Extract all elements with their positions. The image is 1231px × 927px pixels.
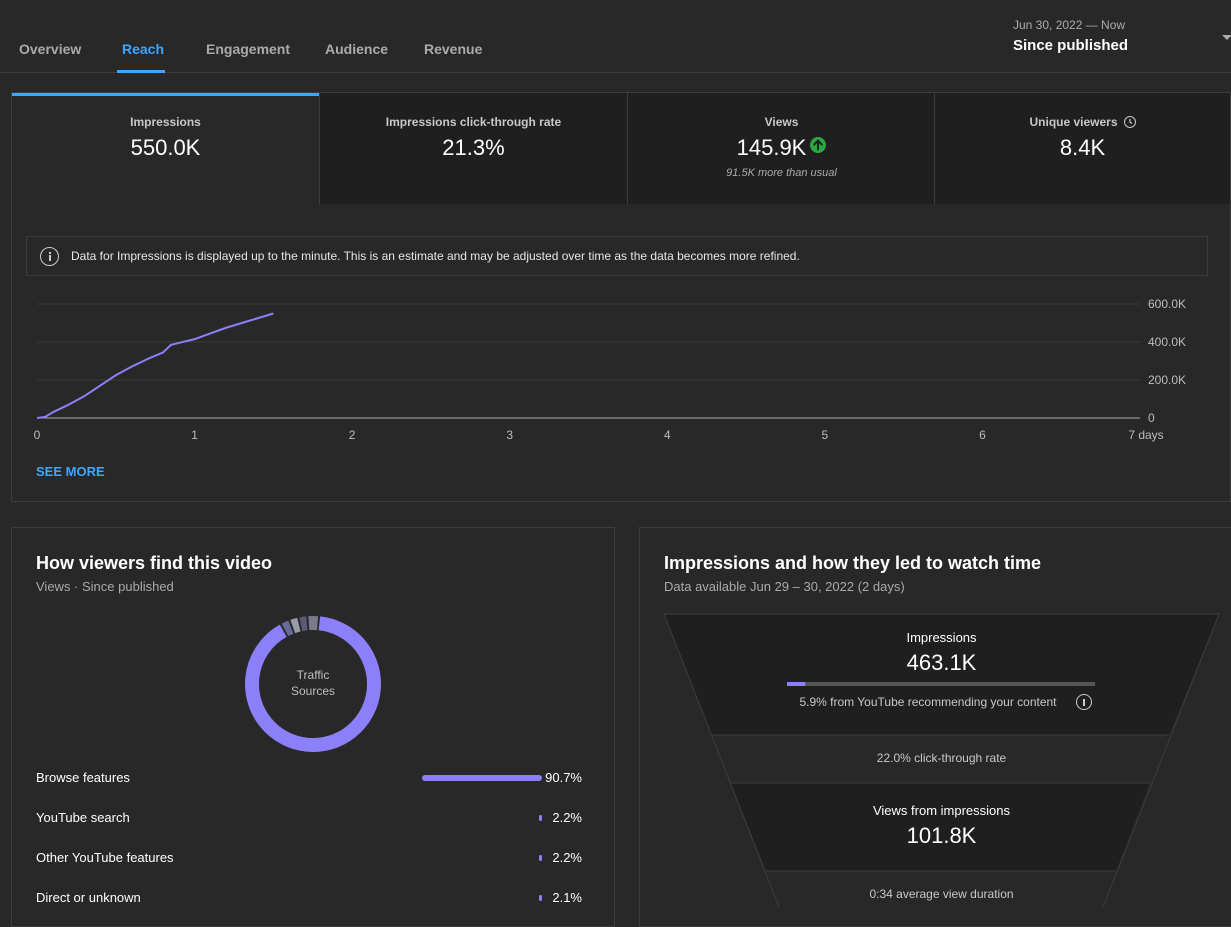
metric-label: Unique viewers: [1029, 115, 1118, 129]
tab-audience[interactable]: Audience: [325, 41, 389, 57]
metric-divider: [934, 93, 935, 204]
impressions-line: [36, 312, 274, 419]
x-tick-label: 4: [664, 428, 671, 442]
active-tab-indicator: [117, 70, 165, 73]
date-range-label: Since published: [1013, 37, 1129, 54]
x-tick-label: 6: [979, 428, 986, 442]
metric-value: 550.0K: [130, 135, 201, 160]
tab-revenue[interactable]: Revenue: [424, 41, 483, 57]
source-percent: 2.2%: [552, 810, 582, 825]
funnel-impressions-value: 463.1K: [906, 650, 977, 675]
metric-impressions[interactable]: Impressions 550.0K: [12, 93, 319, 204]
metric-unique-viewers[interactable]: Unique viewers 8.4K: [935, 93, 1230, 204]
donut-segment[interactable]: [245, 616, 381, 752]
source-name: YouTube search: [36, 810, 130, 825]
source-bar: [422, 775, 542, 781]
metric-divider: [319, 93, 320, 204]
metric-label: Views: [764, 115, 799, 129]
source-name: Browse features: [36, 770, 130, 785]
metric-value: 145.9K: [736, 135, 807, 160]
data-notice: Data for Impressions is displayed up to …: [26, 236, 1208, 276]
reach-overview-card: Impressions 550.0K Impressions click-thr…: [11, 92, 1231, 502]
card-subtitle: Views · Since published: [36, 579, 174, 594]
metric-value-row: 145.9K: [628, 135, 935, 161]
see-more-link[interactable]: SEE MORE: [36, 464, 105, 479]
metric-value: 21.3%: [442, 135, 505, 160]
donut-label-line: Sources: [290, 684, 336, 698]
x-tick-label: 5: [822, 428, 829, 442]
source-bar: [539, 895, 542, 901]
funnel-duration-text: 0:34 average view duration: [869, 887, 1014, 901]
impressions-line-chart: 600.0K 400.0K 200.0K 0 0 1 2 3 4 5 6 7 days: [34, 297, 1186, 442]
funnel-recommend-text: 5.9% from YouTube recommending your cont…: [799, 695, 1057, 709]
clock-icon: [1123, 116, 1136, 128]
traffic-source-row[interactable]: Browse features 90.7%: [36, 770, 586, 790]
x-tick-label: 1: [191, 428, 198, 442]
traffic-source-row[interactable]: Direct or unknown 2.1%: [36, 890, 586, 910]
tab-overview[interactable]: Overview: [19, 41, 82, 57]
metric-label: Impressions: [130, 115, 201, 129]
metric-label: Impressions click-through rate: [385, 115, 562, 129]
traffic-sources-card: How viewers find this video Views · Sinc…: [11, 527, 615, 927]
source-percent: 2.1%: [552, 890, 582, 905]
traffic-source-row[interactable]: Other YouTube features 2.2%: [36, 850, 586, 870]
traffic-sources-donut[interactable]: [238, 609, 388, 759]
date-range-dates: Jun 30, 2022 — Now: [1013, 18, 1126, 32]
source-name: Direct or unknown: [36, 890, 141, 905]
source-bar: [539, 855, 542, 861]
funnel-ctr-text: 22.0% click-through rate: [876, 751, 1007, 765]
source-name: Other YouTube features: [36, 850, 174, 865]
metric-views[interactable]: Views 145.9K 91.5K more than usual: [628, 93, 935, 204]
metric-value: 8.4K: [1059, 135, 1106, 160]
y-tick-label: 200.0K: [1148, 373, 1186, 387]
metric-note: 91.5K more than usual: [726, 167, 837, 179]
impressions-funnel-card: Impressions and how they led to watch ti…: [639, 527, 1231, 927]
info-icon[interactable]: [1076, 694, 1092, 710]
source-percent: 2.2%: [552, 850, 582, 865]
metric-divider: [627, 93, 628, 204]
card-subtitle: Data available Jun 29 – 30, 2022 (2 days…: [664, 579, 905, 594]
y-tick-label: 600.0K: [1148, 297, 1186, 311]
y-tick-label: 0: [1148, 411, 1155, 425]
tab-reach[interactable]: Reach: [122, 41, 165, 57]
y-tick-label: 400.0K: [1148, 335, 1186, 349]
funnel-impressions-label: Impressions: [906, 630, 977, 645]
traffic-source-row[interactable]: YouTube search 2.2%: [36, 810, 586, 830]
source-bar: [539, 815, 542, 821]
card-title: How viewers find this video: [36, 553, 273, 573]
x-tick-label: 3: [506, 428, 513, 442]
x-tick-label: 7 days: [1128, 428, 1163, 442]
notice-text: Data for Impressions is displayed up to …: [71, 249, 800, 263]
date-range-selector[interactable]: Jun 30, 2022 — Now Since published: [1013, 18, 1128, 54]
source-percent: 90.7%: [545, 770, 582, 785]
info-icon: [40, 247, 59, 266]
funnel-views-label: Views from impressions: [872, 803, 1011, 818]
funnel-views-value: 101.8K: [906, 823, 977, 848]
caret-down-icon[interactable]: [1222, 35, 1231, 40]
x-tick-label: 0: [34, 428, 41, 442]
tab-engagement[interactable]: Engagement: [206, 41, 291, 57]
donut-label-line: Traffic: [296, 668, 330, 682]
card-title: Impressions and how they led to watch ti…: [664, 553, 1042, 573]
metric-ctr[interactable]: Impressions click-through rate 21.3%: [320, 93, 627, 204]
x-tick-label: 2: [349, 428, 356, 442]
top-bar: Overview Reach Engagement Audience Reven…: [0, 0, 1231, 73]
arrow-up-icon: [810, 137, 827, 153]
donut-label: Traffic Sources: [245, 667, 381, 699]
metric-label-row: Unique viewers: [935, 115, 1230, 129]
